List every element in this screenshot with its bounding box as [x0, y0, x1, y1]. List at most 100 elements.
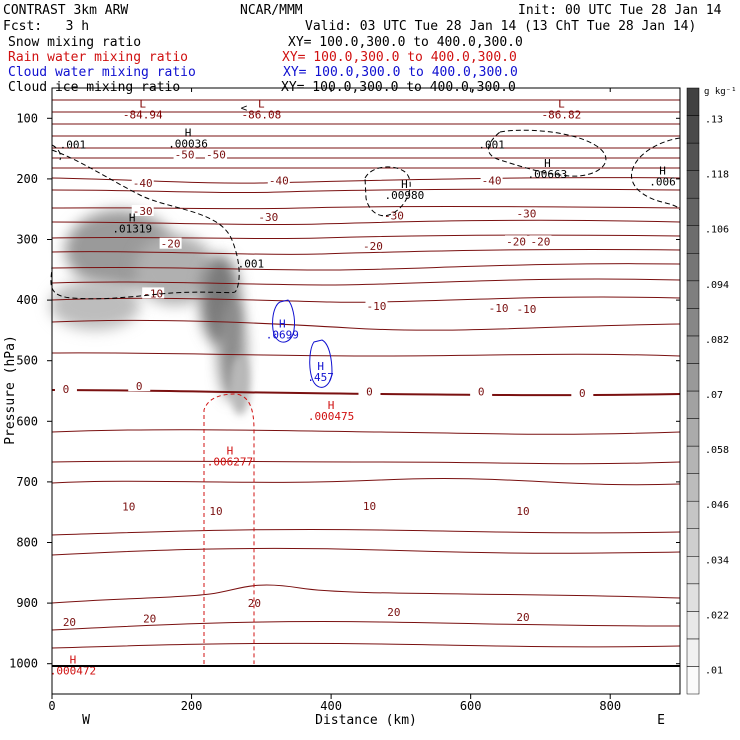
init-time: Init: 00 UTC Tue 28 Jan 14	[518, 3, 722, 18]
isotherm-line	[51, 352, 681, 357]
colorbar-swatch	[686, 142, 700, 171]
y-tick-label: 700	[16, 475, 38, 489]
extremum-marker: H	[185, 126, 192, 139]
misc-labels: .001 .001 .001 <	[60, 101, 505, 270]
y-tick-label: 900	[16, 596, 38, 610]
isotherm-label-bg	[58, 615, 81, 627]
rain-water-contour-line	[203, 393, 255, 664]
isotherm-label: 10	[516, 505, 529, 518]
isotherm-line	[51, 234, 681, 240]
forecast-hour: Fcst: 3 h	[3, 19, 90, 34]
isotherm-label: 10	[122, 501, 135, 514]
field-label-snow: Snow mixing ratio	[8, 35, 142, 50]
colorbar-swatch	[686, 197, 700, 226]
isotherm-label-bg	[515, 303, 538, 315]
isotherm-line	[51, 477, 681, 486]
isotherm-label: -10	[143, 287, 163, 300]
isotherm-label-bg	[142, 287, 165, 299]
isotherm-label-bg	[358, 385, 381, 397]
field-xy-snow: XY= 100.0,300.0 to 400.0,300.0	[288, 35, 523, 50]
y-tick-label: 400	[16, 293, 38, 307]
isotherm-label-bg	[204, 148, 227, 160]
cloud-ice-contour	[631, 137, 681, 211]
colorbar-swatch	[686, 280, 700, 309]
extremum-marker: L	[139, 97, 146, 110]
isotherm-line	[51, 621, 681, 631]
isotherm-label: 20	[63, 616, 76, 629]
y-tick-label: 300	[16, 233, 38, 247]
isotherm-label: -20	[506, 235, 526, 248]
extremum-value: -84.94	[123, 108, 163, 121]
cloud-ice-contour	[50, 149, 240, 300]
x-end-west: W	[82, 713, 90, 728]
isotherm-label: 0	[478, 386, 485, 399]
colorbar-swatch	[686, 638, 700, 667]
isotherm-label-bg	[243, 597, 266, 609]
isotherm-label: 20	[248, 597, 261, 610]
x-tick-label: 0	[48, 699, 55, 713]
y-tick-label: 100	[16, 111, 38, 125]
isotherm-label-bg	[515, 207, 538, 219]
field-label-rain: Rain water mixing ratio	[8, 50, 189, 65]
isotherm-label: -20	[363, 240, 383, 253]
colorbar-swatch	[686, 528, 700, 557]
isotherm-line	[51, 188, 681, 194]
isotherm-line	[51, 263, 681, 271]
extremum-marker: L	[258, 97, 265, 110]
isotherm-label: 20	[143, 612, 156, 625]
isotherm-label-bg	[505, 235, 528, 247]
extremum-marker: L	[558, 97, 565, 110]
colorbar-unit: g kg⁻¹	[704, 87, 737, 97]
isotherm-label-bg	[512, 611, 534, 623]
colorbar-label: .13	[705, 115, 723, 126]
isotherm-label-bg	[470, 385, 493, 397]
colorbar-swatch	[686, 363, 700, 392]
isotherm-label-bg	[257, 211, 280, 223]
isotherm-label: -10	[517, 303, 537, 316]
isotherm-line	[51, 584, 681, 604]
colorbar-swatch	[686, 390, 700, 419]
extremum-marker: H	[227, 445, 234, 458]
y-tick-label: 600	[16, 414, 38, 428]
extremum-marker: H	[317, 360, 324, 373]
isotherm-label-bg	[480, 174, 503, 186]
cloud-water-contours	[272, 299, 333, 388]
colorbar-swatch	[686, 253, 700, 282]
colorbar-swatch	[686, 115, 700, 144]
isotherm-label-bg	[571, 386, 594, 398]
isotherm-line	[51, 642, 681, 649]
colorbar-swatch	[686, 335, 700, 364]
org-label: NCAR/MMM	[240, 3, 303, 18]
cloud-ice-contour	[51, 144, 61, 161]
isotherm-label-bg	[117, 500, 140, 512]
colorbar-swatch	[686, 418, 700, 447]
cloud-ice-contour	[364, 166, 411, 217]
isotherm-label: -30	[133, 205, 153, 218]
isotherm-label-bg	[487, 301, 510, 313]
colorbar-swatch	[686, 666, 700, 695]
isotherm-label: 0	[579, 387, 586, 400]
extremum-value: .00980	[385, 189, 425, 202]
extremum-marker: H	[129, 211, 136, 224]
x-tick-label: 600	[460, 699, 482, 713]
cloud-ice-contour	[488, 129, 607, 177]
isotherm-label-bg	[138, 612, 161, 624]
isotherm-label-bg	[128, 380, 151, 392]
colorbar-label: .118	[705, 170, 729, 181]
extremum-marker: H	[544, 157, 551, 170]
colorbar-swatch	[686, 445, 700, 474]
isotherm-label: 0	[63, 383, 70, 396]
contour-label: .001	[60, 138, 87, 151]
isotherm-label: -10	[367, 300, 387, 313]
isotherm-label-bg	[131, 177, 154, 189]
isotherm-label: 20	[387, 606, 400, 619]
isotherm-label: -30	[384, 209, 404, 222]
isotherm-label: -30	[517, 207, 537, 220]
isotherm-label-bg	[159, 237, 182, 249]
isotherm-line	[51, 429, 681, 435]
y-tick-label: 200	[16, 172, 38, 186]
x-axis-label: Distance (km)	[315, 713, 417, 728]
isotherm-label: -20	[531, 235, 551, 248]
